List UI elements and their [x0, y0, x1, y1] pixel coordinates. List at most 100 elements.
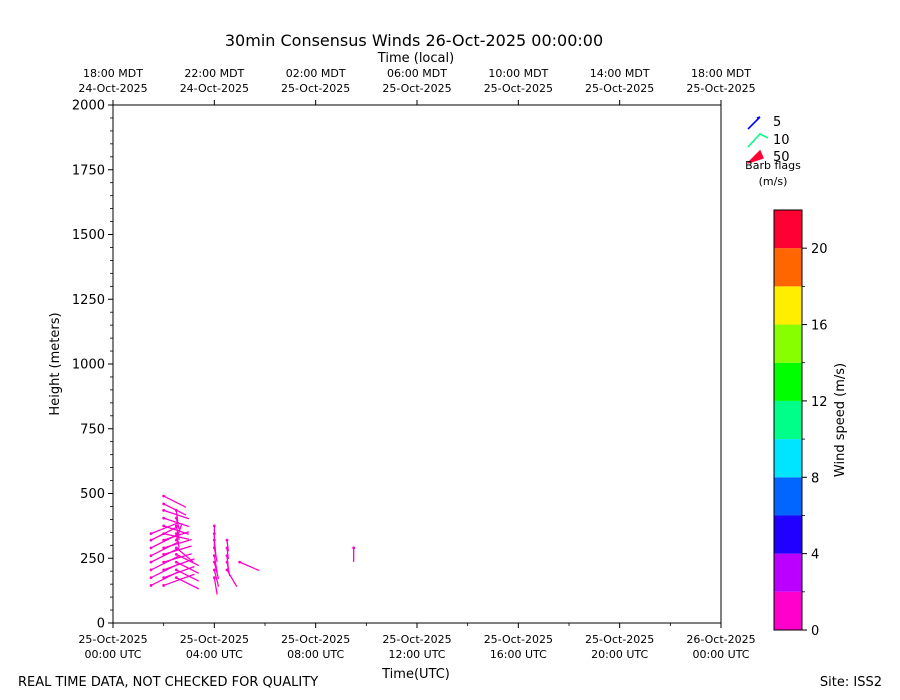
- legend-label-5: 5: [773, 115, 781, 130]
- legend: 5 10 50 Barb flags (m/s): [745, 115, 801, 188]
- barb-station-dot: [162, 502, 166, 506]
- barb-station-dot: [162, 576, 166, 580]
- colorbar-tick-label: 8: [811, 471, 819, 486]
- top-tick-label-time: 10:00 MDT: [488, 67, 548, 80]
- x-tick-label-date: 26-Oct-2025: [686, 633, 755, 646]
- barb-shaft: [175, 517, 180, 530]
- legend-label-10: 10: [773, 133, 790, 148]
- colorbar-band: [774, 553, 802, 592]
- barb-shaft: [213, 577, 218, 595]
- wind-barb: [212, 576, 218, 595]
- barb-station-dot: [162, 584, 166, 587]
- barb-shaft: [175, 533, 180, 548]
- legend-barb-50-icon: [747, 149, 764, 164]
- y-tick-label: 500: [80, 487, 105, 502]
- barb-station-dot: [162, 552, 166, 556]
- top-tick-label-time: 18:00 MDT: [691, 67, 751, 80]
- top-tick-label-date: 25-Oct-2025: [484, 82, 553, 95]
- barb-shaft: [239, 561, 260, 572]
- barb-shaft: [163, 503, 187, 516]
- wind-barb: [238, 560, 260, 572]
- wind-barb: [174, 576, 200, 590]
- colorbar-band: [774, 362, 802, 401]
- wind-barb: [162, 553, 192, 564]
- x-tick-label-time: 16:00 UTC: [490, 648, 547, 661]
- barb-station-dot: [352, 546, 356, 550]
- barb-station-dot: [149, 554, 153, 558]
- colorbar-band: [774, 439, 802, 478]
- legend-caption-unit: (m/s): [759, 175, 788, 188]
- x-tick-label-time: 04:00 UTC: [186, 648, 243, 661]
- x-axis-label: Time(UTC): [381, 667, 450, 682]
- colorbar-band: [774, 477, 802, 516]
- barb-station-dot: [212, 568, 216, 572]
- top-tick-label-date: 24-Oct-2025: [180, 82, 249, 95]
- x-tick-label-date: 25-Oct-2025: [585, 633, 654, 646]
- barb-station-dot: [162, 508, 166, 512]
- top-tick-label-date: 25-Oct-2025: [382, 82, 451, 95]
- barb-station-dot: [212, 524, 216, 528]
- top-tick-label-date: 24-Oct-2025: [78, 82, 147, 95]
- wind-barb: [149, 547, 180, 564]
- x-tick-label-date: 25-Oct-2025: [78, 633, 147, 646]
- barb-station-dot: [162, 494, 166, 498]
- barb-shaft: [176, 561, 200, 574]
- y-tick-label: 1500: [72, 228, 105, 243]
- colorbar-tick-label: 0: [811, 624, 819, 639]
- barb-station-dot: [162, 546, 166, 550]
- wind-barb: [174, 546, 194, 563]
- top-tick-label-time: 18:00 MDT: [83, 67, 143, 80]
- barb-station-dot: [162, 516, 166, 520]
- colorbar-label: Wind speed (m/s): [833, 363, 848, 477]
- barb-shaft: [175, 525, 180, 541]
- top-tick-label-date: 25-Oct-2025: [585, 82, 654, 95]
- colorbar-frame: [773, 209, 803, 631]
- legend-caption-title: Barb flags: [745, 159, 801, 172]
- wind-barb: [149, 555, 180, 572]
- colorbar-tick-label: 12: [811, 395, 828, 410]
- barb-station-dot: [149, 538, 153, 542]
- wind-barb: [174, 560, 200, 574]
- wind-barb: [225, 538, 230, 552]
- top-tick-label-time: 22:00 MDT: [184, 67, 244, 80]
- wind-barb: [174, 568, 200, 582]
- legend-barb-10-icon: [747, 133, 769, 148]
- y-tick-label: 0: [97, 617, 105, 632]
- barb-station-dot: [174, 560, 178, 564]
- y-tick-label: 1750: [72, 163, 105, 178]
- x-tick-label-time: 20:00 UTC: [591, 648, 648, 661]
- barb-shaft: [163, 538, 192, 549]
- colorbar-band: [774, 591, 802, 630]
- colorbar-tick-label: 4: [811, 548, 819, 563]
- barb-shaft: [163, 545, 192, 555]
- x-tick-label-time: 00:00 UTC: [84, 648, 141, 661]
- barb-shaft: [176, 577, 200, 590]
- barb-station-dot: [162, 568, 166, 572]
- x-tick-label-date: 25-Oct-2025: [180, 633, 249, 646]
- top-tick-label-time: 02:00 MDT: [286, 67, 346, 80]
- barb-station-dot: [174, 508, 178, 512]
- legend-entry-5: 5: [747, 115, 781, 130]
- barb-shaft: [150, 547, 180, 563]
- barb-shaft: [150, 521, 180, 535]
- barb-station-dot: [212, 554, 216, 558]
- y-tick-label: 1000: [72, 358, 105, 373]
- colorbar-band: [774, 210, 802, 249]
- wind-barb: [174, 552, 200, 567]
- barb-station-dot: [174, 568, 178, 572]
- quality-disclaimer: REAL TIME DATA, NOT CHECKED FOR QUALITY: [18, 675, 318, 690]
- barb-shaft: [150, 525, 180, 541]
- top-tick-label-date: 25-Oct-2025: [281, 82, 350, 95]
- barb-shaft: [213, 555, 218, 573]
- wind-barb: [162, 545, 192, 556]
- colorbar-tick-label: 20: [811, 242, 828, 257]
- barb-station-dot: [225, 568, 229, 572]
- colorbar-tick-label: 16: [811, 319, 828, 334]
- top-tick-label-time: 14:00 MDT: [590, 67, 650, 80]
- barb-shaft: [175, 510, 179, 522]
- barb-shaft: [175, 547, 194, 563]
- x-tick-label-date: 25-Oct-2025: [382, 633, 451, 646]
- barb-shaft: [150, 541, 180, 557]
- barb-shaft: [176, 569, 200, 582]
